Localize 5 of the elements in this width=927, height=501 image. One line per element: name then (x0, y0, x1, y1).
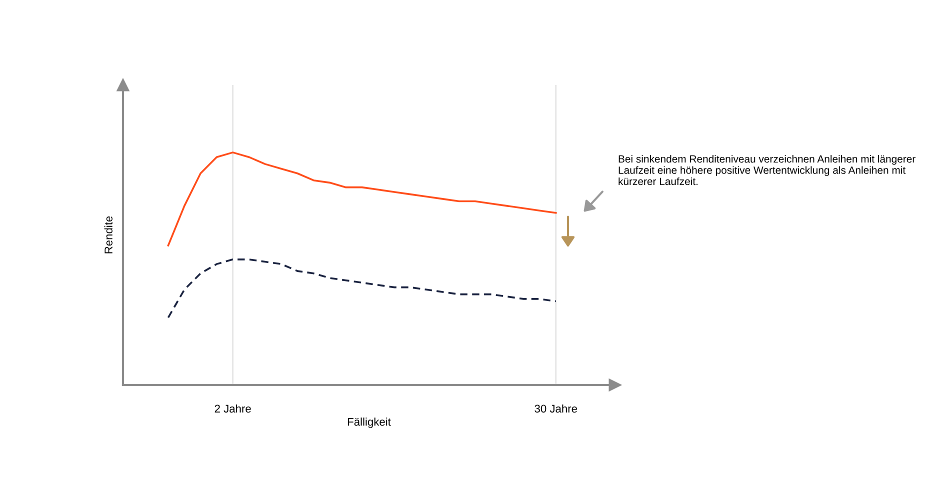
x-axis-title: Fälligkeit (348, 418, 391, 428)
text: Bei sinkendem Renditeniveau verzeichnen Anleihen mit längerer Laufzeit eine höhere positive Wertentwicklung als Anleihen mit kürzerer Laufzeit. (618, 155, 916, 186)
y-axis-title: Rendite (104, 216, 112, 254)
x-tick-label: 2 Jahre (214, 404, 251, 413)
x-tick-label: 30 Jahre (534, 404, 578, 413)
